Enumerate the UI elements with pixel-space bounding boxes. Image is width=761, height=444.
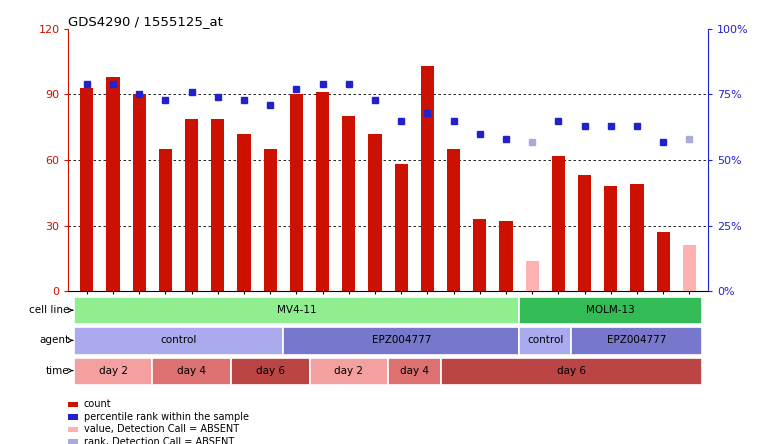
Text: MV4-11: MV4-11 <box>276 305 317 315</box>
Bar <box>263 149 277 291</box>
Bar <box>316 92 330 291</box>
Bar <box>107 77 119 291</box>
Bar <box>604 186 617 291</box>
Bar <box>74 357 152 385</box>
Bar <box>231 357 310 385</box>
Text: cell line: cell line <box>29 305 69 315</box>
Bar <box>526 261 539 291</box>
Bar <box>237 134 250 291</box>
Text: time: time <box>46 365 69 376</box>
Text: count: count <box>84 400 111 409</box>
Bar <box>630 184 644 291</box>
Text: day 6: day 6 <box>557 365 586 376</box>
Bar <box>310 357 388 385</box>
Bar <box>152 357 231 385</box>
Text: day 2: day 2 <box>98 365 128 376</box>
Text: GDS4290 / 1555125_at: GDS4290 / 1555125_at <box>68 15 224 28</box>
Bar <box>74 327 283 355</box>
Text: EPZ004777: EPZ004777 <box>607 335 667 345</box>
Bar <box>421 66 434 291</box>
Text: agent: agent <box>39 335 69 345</box>
Bar <box>212 119 224 291</box>
Bar <box>552 156 565 291</box>
Text: percentile rank within the sample: percentile rank within the sample <box>84 412 249 422</box>
Bar <box>572 327 702 355</box>
Text: control: control <box>527 335 563 345</box>
Bar <box>74 297 519 325</box>
Text: day 6: day 6 <box>256 365 285 376</box>
Text: day 4: day 4 <box>177 365 206 376</box>
Bar <box>473 219 486 291</box>
Bar <box>519 327 572 355</box>
Bar <box>185 119 198 291</box>
Bar <box>283 327 519 355</box>
Bar <box>395 164 408 291</box>
Bar <box>388 357 441 385</box>
Text: MOLM-13: MOLM-13 <box>587 305 635 315</box>
Bar <box>499 221 513 291</box>
Bar <box>441 357 702 385</box>
Bar <box>132 95 146 291</box>
Text: day 2: day 2 <box>334 365 363 376</box>
Text: control: control <box>161 335 196 345</box>
Bar <box>290 95 303 291</box>
Bar <box>683 246 696 291</box>
Bar <box>159 149 172 291</box>
Bar <box>80 88 94 291</box>
Bar <box>447 149 460 291</box>
Bar <box>657 232 670 291</box>
Bar <box>342 116 355 291</box>
Text: EPZ004777: EPZ004777 <box>371 335 431 345</box>
Text: value, Detection Call = ABSENT: value, Detection Call = ABSENT <box>84 424 239 434</box>
Bar <box>578 175 591 291</box>
Text: rank, Detection Call = ABSENT: rank, Detection Call = ABSENT <box>84 437 234 444</box>
Bar <box>519 297 702 325</box>
Text: day 4: day 4 <box>400 365 428 376</box>
Bar <box>368 134 381 291</box>
